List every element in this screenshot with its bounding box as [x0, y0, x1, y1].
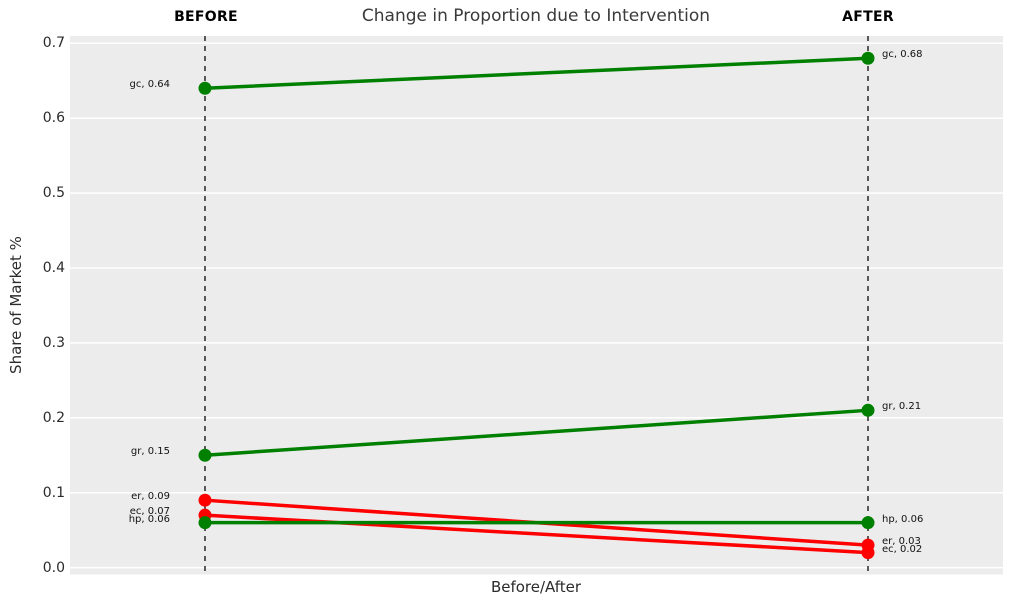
y-tick-0.6: 0.6 — [42, 110, 65, 127]
marker-hp-after — [861, 516, 875, 530]
y-tick-0.4: 0.4 — [42, 260, 65, 276]
marker-gc-after — [861, 51, 875, 65]
annotation-gr-before: gr, 0.15 — [130, 446, 170, 458]
x-axis-label: Before/After — [490, 578, 582, 596]
annotation-gc-before: gc, 0.64 — [129, 79, 170, 91]
y-tick-0.3: 0.3 — [42, 334, 65, 351]
chart-title: Change in Proportion due to Intervention — [361, 6, 711, 26]
column-header-after: AFTER — [842, 9, 894, 25]
marker-gr-before — [198, 448, 212, 462]
plot-panel — [70, 36, 1003, 575]
series-line-gc — [203, 56, 870, 90]
marker-gr-after — [861, 403, 875, 417]
y-tick-0.7: 0.7 — [42, 35, 65, 52]
annotation-gr-after: gr, 0.21 — [882, 401, 922, 413]
annotation-hp-before: hp, 0.06 — [128, 513, 170, 525]
marker-gc-before — [198, 81, 212, 95]
y-tick-0.1: 0.1 — [42, 484, 65, 501]
annotation-ec-after: ec, 0.02 — [882, 543, 923, 555]
column-header-before: BEFORE — [174, 9, 238, 25]
annotation-er-after: er, 0.03 — [882, 536, 921, 548]
annotation-er-before: er, 0.09 — [131, 491, 170, 503]
annotation-hp-after: hp, 0.06 — [882, 513, 924, 525]
annotation-ec-before: ec, 0.07 — [129, 506, 170, 518]
y-axis-label: Share of Market % — [7, 236, 25, 374]
marker-ec-after — [861, 546, 875, 560]
marker-hp-before — [198, 516, 212, 530]
series-line-gr — [203, 408, 870, 457]
y-tick-0.2: 0.2 — [42, 409, 65, 426]
marker-er-before — [198, 493, 212, 507]
y-tick-0.5: 0.5 — [42, 185, 65, 202]
y-tick-0.0: 0.0 — [42, 559, 65, 576]
annotation-gc-after: gc, 0.68 — [882, 49, 923, 61]
